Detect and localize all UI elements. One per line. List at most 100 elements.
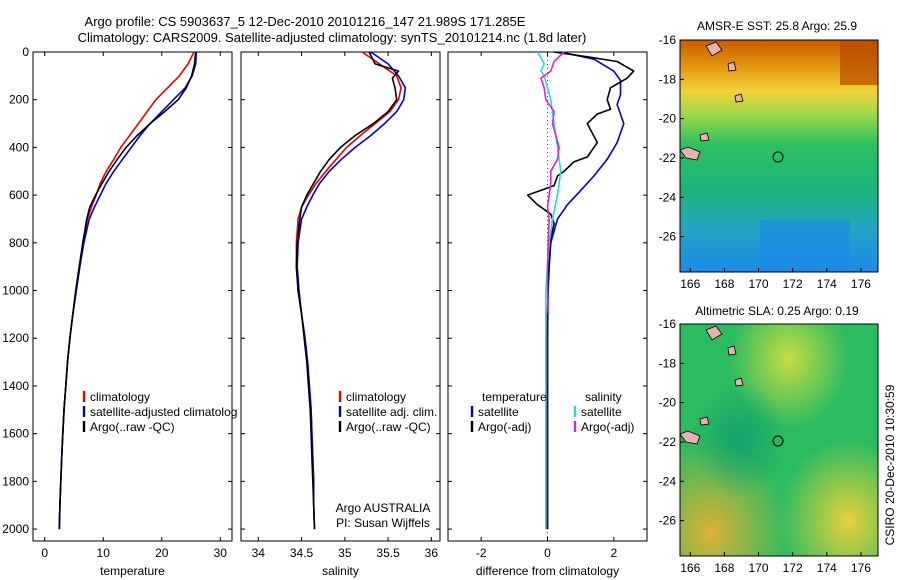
amsr_sst_map-lon-tick-label: 168 [714, 277, 734, 291]
amsr_sst_map-lon-tick-label: 170 [749, 277, 769, 291]
figure-title-line1: Argo profile: CS 5903637_5 12-Dec-2010 2… [85, 14, 526, 29]
sla-map-island-d [734, 377, 744, 387]
sla-map-title: Altimetric SLA: 0.25 Argo: 0.19 [695, 304, 859, 318]
salinity-legend-label: climatology [346, 390, 406, 404]
sst-map-title: AMSR-E SST: 25.8 Argo: 25.9 [697, 19, 857, 33]
amsr_sst_map-lon-tick-label: 176 [851, 277, 871, 291]
panel-salinity: 34 34.5 35 35.5 36 salinity climatologysatelli… [240, 51, 441, 578]
temperature-series-satellite-adjusted-climatology [58, 51, 198, 530]
figure-title-line2: Climatology: CARS2009. Satellite-adjuste… [78, 30, 587, 45]
temperature-legend-label: climatology [90, 390, 150, 404]
depth-tick-label: 200 [9, 93, 29, 107]
salinity-xtick-label: 36 [425, 546, 439, 560]
depth-tick-label: 1000 [2, 284, 29, 298]
difference-legend-label: Argo(-adj) [581, 420, 634, 434]
difference-legend-label: Argo(-adj) [478, 420, 531, 434]
depth-tick-label: 2000 [2, 522, 29, 536]
salinity-legend-label: Argo(..raw -QC) [346, 420, 431, 434]
sla-map-island-c [727, 345, 737, 356]
temperature-xtick-label: 20 [155, 546, 169, 560]
sla-map-frame [679, 323, 879, 557]
sla-map-argo-marker [772, 435, 784, 447]
salinity-xtick-label: 35 [338, 546, 352, 560]
temperature-series-climatology [58, 51, 195, 530]
amsr_sst_map-lat-tick-label: -18 [659, 72, 677, 86]
difference-xlabel: difference from climatology [476, 564, 619, 578]
temperature-axes-frame [32, 51, 233, 542]
panel-temperature: 0 10 20 30 0 200 400 600 800 1000 1200 1400 1600 1800… [2, 45, 237, 578]
sla-map-panel: Altimetric SLA: 0.25 Argo: 0.19 166 168 17… [659, 304, 879, 575]
difference-series-temperature-satellite [546, 51, 625, 530]
amsr_sst_map-lat-tick-label: -20 [659, 112, 677, 126]
depth-tick-label: 0 [22, 45, 29, 59]
sst-map-island-e [699, 132, 710, 142]
salinity-xtick-label: 34 [252, 546, 266, 560]
sla-map-ticks: 166 168 170 172 174 176 -16 -18 -20 -22 -24 -26 [659, 317, 872, 575]
altimetric_sla_map-lat-tick-label: -24 [659, 474, 677, 488]
sla-map-island-e [699, 416, 710, 426]
difference-legend-label: satellite [581, 405, 622, 419]
difference-xtick-label: 0 [544, 546, 551, 560]
sst-map-cool-patch [760, 220, 850, 272]
altimetric_sla_map-lon-tick-label: 172 [783, 561, 803, 575]
sst-map-island-c [727, 61, 737, 72]
salinity-annotation-line: PI: Susan Wijffels [336, 516, 430, 530]
temperature-xtick-label: 0 [41, 546, 48, 560]
depth-tick-label: 1800 [2, 474, 29, 488]
altimetric_sla_map-lat-tick-label: -20 [659, 396, 677, 410]
salinity-xtick-label: 34.5 [290, 546, 314, 560]
temperature-xlabel: temperature [100, 564, 165, 578]
altimetric_sla_map-lon-tick-label: 170 [749, 561, 769, 575]
difference-xtick-label: 2 [610, 546, 617, 560]
sst-map-warm-patch [840, 40, 878, 85]
temperature-series-argo-raw-qc- [58, 51, 197, 530]
temperature-xtick-label: 10 [97, 546, 111, 560]
difference-legend-label: salinity [585, 390, 622, 404]
panel-difference: -2 0 2 difference from climatology temperatu… [447, 51, 648, 578]
depth-tick-label: 800 [9, 236, 29, 250]
temperature-legend-label: satellite-adjusted climatolog [90, 405, 237, 419]
depth-tick-label: 1200 [2, 331, 29, 345]
sst-map-argo-marker [772, 151, 784, 163]
difference-series-salinity-argo-adj- [540, 51, 565, 315]
sst-map-frame [679, 39, 879, 273]
difference-xtick-label: -2 [476, 546, 487, 560]
sla-map-dark-w [680, 324, 878, 556]
difference-series-temperature-argo-adj- [526, 51, 635, 530]
sst-map-island-d [734, 93, 744, 103]
depth-tick-label: 1600 [2, 427, 29, 441]
amsr_sst_map-lon-tick-label: 166 [680, 277, 700, 291]
altimetric_sla_map-lon-tick-label: 174 [817, 561, 837, 575]
amsr_sst_map-lat-tick-label: -24 [659, 190, 677, 204]
difference-series-salinity-satellite [536, 51, 562, 530]
salinity-series-satellite-adjusted-climatology [296, 51, 407, 530]
sst-map-panel: AMSR-E SST: 25.8 Argo: 25.9 166 168 170 172… [659, 19, 879, 291]
difference-legend-label: temperature [482, 390, 547, 404]
amsr_sst_map-lon-tick-label: 174 [817, 277, 837, 291]
altimetric_sla_map-lat-tick-label: -22 [659, 435, 677, 449]
amsr_sst_map-lat-tick-label: -16 [659, 33, 677, 47]
depth-tick-label: 400 [9, 140, 29, 154]
sst-map-island-a [679, 146, 701, 161]
altimetric_sla_map-lon-tick-label: 168 [714, 561, 734, 575]
salinity-axes-frame [240, 51, 441, 542]
depth-tick-label: 1400 [2, 379, 29, 393]
sla-map-island-b [705, 325, 723, 341]
amsr_sst_map-lon-tick-label: 172 [783, 277, 803, 291]
profile-charts: 0 10 20 30020040060080010001200140016001800… [2, 45, 648, 578]
salinity-xlabel: salinity [322, 564, 359, 578]
altimetric_sla_map-lat-tick-label: -26 [659, 514, 677, 528]
altimetric_sla_map-lat-tick-label: -16 [659, 317, 677, 331]
sla-map-island-a [679, 430, 701, 445]
altimetric_sla_map-lon-tick-label: 166 [680, 561, 700, 575]
side-credit-label: CSIRO 20-Dec-2010 10:30:59 [883, 384, 897, 545]
temperature-xtick-label: 30 [214, 546, 228, 560]
salinity-series-argo-raw-qc- [295, 51, 400, 530]
altimetric_sla_map-lat-tick-label: -18 [659, 356, 677, 370]
sst-map-island-b [705, 41, 723, 57]
difference-legend-label: satellite [478, 405, 519, 419]
temperature-legend-label: Argo(..raw -QC) [90, 420, 175, 434]
altimetric_sla_map-lon-tick-label: 176 [851, 561, 871, 575]
salinity-legend-label: satellite adj. clim. [346, 405, 437, 419]
